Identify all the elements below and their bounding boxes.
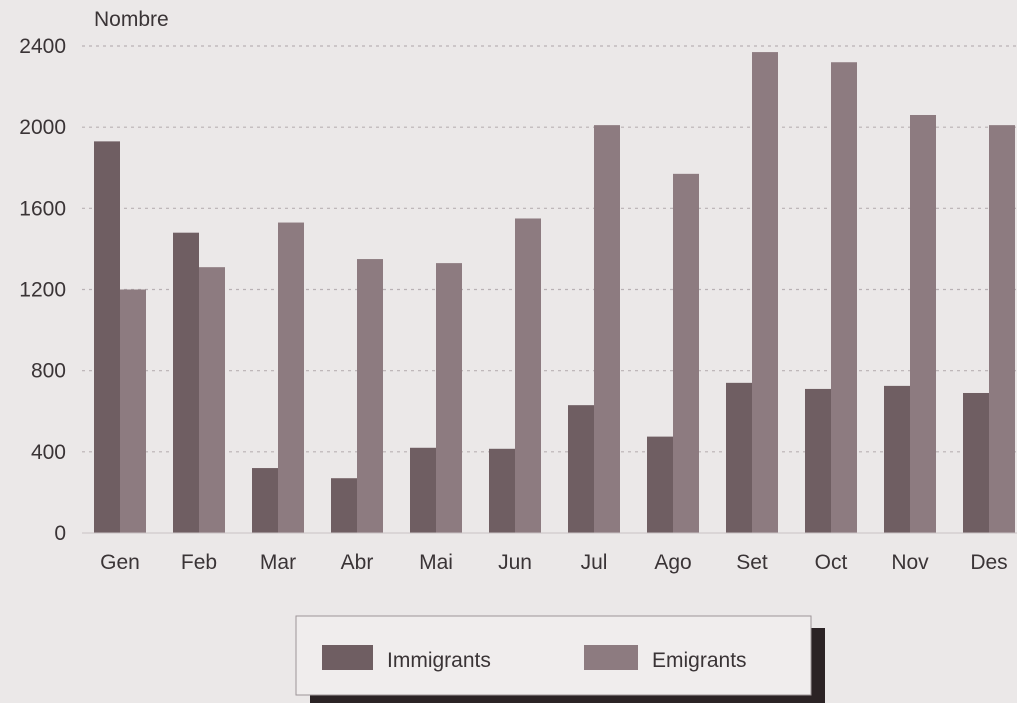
bar-immigrants-des <box>963 392 989 533</box>
x-tick-label: Oct <box>815 551 848 574</box>
x-tick-label: Des <box>970 551 1007 574</box>
bar-immigrants-ago <box>647 436 673 533</box>
bar-emigrants-feb <box>199 267 225 533</box>
bar-immigrants-feb <box>173 232 199 533</box>
legend: Immigrants Emigrants <box>295 615 825 703</box>
y-tick-label: 0 <box>54 522 66 545</box>
bar-immigrants-jun <box>489 448 515 533</box>
bar-series <box>94 52 1015 534</box>
y-tick-label: 1600 <box>19 197 66 220</box>
x-axis-ticks: Gen Feb Mar Abr Mai Jun Jul Ago Set Oct Nov Des <box>100 551 1008 574</box>
bar-immigrants-mar <box>252 468 278 533</box>
bar-emigrants-jun <box>515 218 541 533</box>
legend-box <box>295 615 812 696</box>
bar-immigrants-set <box>726 382 752 533</box>
x-tick-label: Feb <box>181 551 217 574</box>
y-tick-label: 1200 <box>19 279 66 302</box>
y-tick-label: 800 <box>31 360 66 383</box>
x-tick-label: Mai <box>419 551 453 574</box>
y-tick-label: 2400 <box>19 35 66 58</box>
bar-emigrants-oct <box>831 62 857 533</box>
y-tick-label: 2000 <box>19 116 66 139</box>
x-tick-label: Nov <box>891 551 929 574</box>
y-tick-label: 400 <box>31 441 66 464</box>
bar-immigrants-abr <box>331 478 357 533</box>
bar-immigrants-gen <box>94 141 120 533</box>
bar-emigrants-abr <box>357 259 383 533</box>
bar-emigrants-des <box>989 125 1015 533</box>
legend-label-emigrants: Emigrants <box>652 649 747 672</box>
bar-immigrants-oct <box>805 388 831 533</box>
bar-emigrants-set <box>752 52 778 534</box>
x-tick-label: Set <box>736 551 768 574</box>
bar-immigrants-nov <box>884 385 910 533</box>
bar-emigrants-gen <box>120 289 146 533</box>
x-tick-label: Ago <box>654 551 691 574</box>
bar-emigrants-mar <box>278 222 304 533</box>
bar-emigrants-mai <box>436 263 462 533</box>
x-tick-label: Jun <box>498 551 532 574</box>
legend-swatch-immigrants <box>322 645 373 670</box>
x-tick-label: Mar <box>260 551 296 574</box>
legend-label-immigrants: Immigrants <box>387 649 491 672</box>
grid-lines <box>82 45 1017 453</box>
y-axis-ticks: 0 400 800 1200 1600 2000 2400 <box>19 35 66 545</box>
y-axis-title: Nombre <box>94 8 169 31</box>
x-tick-label: Jul <box>581 551 608 574</box>
bar-immigrants-jul <box>568 405 594 533</box>
bar-emigrants-jul <box>594 125 620 533</box>
bar-emigrants-ago <box>673 173 699 533</box>
bar-immigrants-mai <box>410 447 436 533</box>
bar-emigrants-nov <box>910 114 936 533</box>
legend-swatch-emigrants <box>584 645 638 670</box>
x-tick-label: Gen <box>100 551 140 574</box>
x-tick-label: Abr <box>341 551 374 574</box>
